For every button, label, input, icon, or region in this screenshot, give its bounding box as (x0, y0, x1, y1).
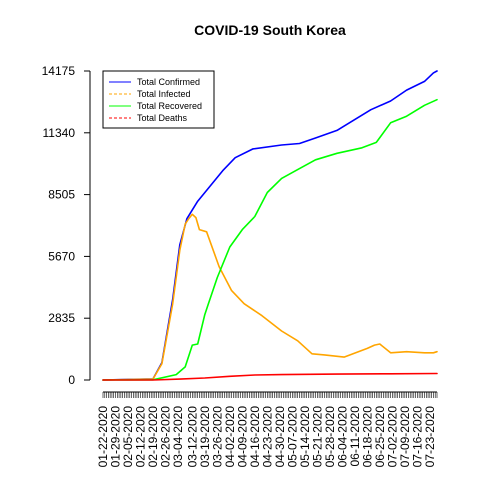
x-tick-label: 04-16-2020 (248, 406, 262, 468)
x-tick-label: 04-30-2020 (273, 406, 287, 468)
x-tick-label: 05-07-2020 (285, 406, 299, 468)
series-line-3 (102, 372, 438, 381)
x-tick-label: 07-16-2020 (410, 406, 424, 468)
legend-label: Total Infected (137, 89, 191, 99)
x-tick-label: 03-12-2020 (185, 406, 199, 468)
legend-label: Total Deaths (137, 113, 188, 123)
x-tick-label: 06-11-2020 (348, 406, 362, 467)
y-tick-label: 5670 (48, 249, 75, 263)
x-tick-label: 03-19-2020 (198, 406, 212, 468)
series-line-1 (102, 213, 438, 381)
x-tick-label: 06-04-2020 (335, 406, 349, 468)
x-tick-label: 03-26-2020 (210, 406, 224, 468)
x-tick-label: 02-26-2020 (159, 406, 173, 468)
x-tick-label: 07-09-2020 (398, 406, 412, 468)
x-tick-label: 04-02-2020 (223, 406, 237, 468)
x-tick-label: 05-21-2020 (310, 406, 324, 468)
x-tick-label: 02-12-2020 (134, 406, 148, 468)
y-tick-label: 11340 (43, 126, 76, 140)
x-tick-label: 04-23-2020 (260, 406, 274, 468)
x-tick-label: 05-28-2020 (323, 406, 337, 468)
y-tick-label: 2835 (48, 311, 75, 325)
x-axis: 01-22-202001-29-202002-05-202002-12-2020… (96, 391, 438, 468)
x-tick-label: 01-22-2020 (96, 406, 110, 468)
series-layer (102, 70, 438, 381)
x-tick-label: 02-19-2020 (146, 406, 160, 468)
y-tick-label: 0 (68, 373, 75, 387)
chart-title: COVID-19 South Korea (194, 22, 346, 38)
x-tick-label: 05-14-2020 (298, 406, 312, 468)
x-tick-label: 03-04-2020 (171, 406, 185, 468)
legend: Total Confirmed Total Infected Total Recov… (102, 70, 215, 129)
y-axis: 0 2835 5670 8505 11340 14175 (42, 64, 91, 387)
x-tick-label: 06-18-2020 (360, 406, 374, 468)
legend-label: Total Recovered (137, 101, 202, 111)
x-tick-label: 02-05-2020 (121, 406, 135, 468)
x-tick-label: 07-02-2020 (385, 406, 399, 468)
legend-label: Total Confirmed (137, 77, 200, 87)
y-tick-label: 8505 (48, 188, 75, 202)
x-tick-label: 06-25-2020 (373, 406, 387, 468)
x-tick-label: 07-23-2020 (423, 406, 437, 468)
x-tick-label: 04-09-2020 (235, 406, 249, 468)
series-line-2 (102, 98, 438, 381)
y-tick-label: 14175 (42, 64, 76, 78)
x-tick-label: 01-29-2020 (109, 406, 123, 468)
legend-box (102, 70, 215, 129)
